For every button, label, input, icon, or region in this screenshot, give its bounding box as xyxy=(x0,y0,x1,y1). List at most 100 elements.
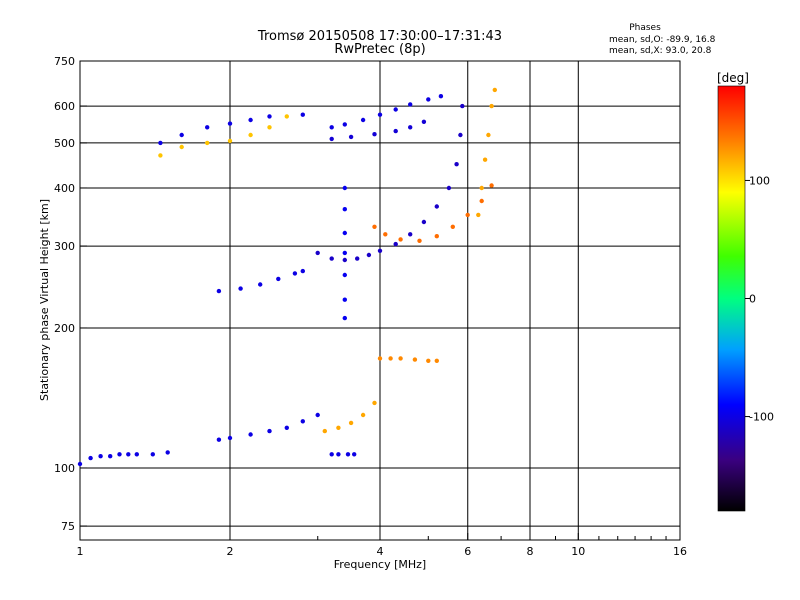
echo-point xyxy=(486,132,491,138)
echo-point xyxy=(292,271,298,276)
echo-point xyxy=(248,132,253,138)
echo-point xyxy=(393,241,398,247)
echo-point xyxy=(329,256,334,261)
echo-point xyxy=(179,144,184,150)
echo-point xyxy=(165,450,170,455)
x-tick-label: 1 xyxy=(77,545,84,558)
echo-point xyxy=(284,425,289,430)
y-tick-label: 500 xyxy=(54,137,75,150)
phase-stats-heading: Phases xyxy=(629,23,661,33)
echo-point xyxy=(98,454,103,459)
echo-point xyxy=(227,435,233,441)
x-axis-label: Frequency [MHz] xyxy=(334,558,426,571)
colorbar-tick-label: 0 xyxy=(749,293,756,306)
echo-point xyxy=(336,425,341,430)
echo-point xyxy=(322,428,327,434)
echo-point xyxy=(227,138,233,144)
echo-point xyxy=(342,297,347,302)
echo-point xyxy=(412,357,418,362)
echo-point xyxy=(372,224,377,229)
echo-point xyxy=(417,238,422,243)
echo-point xyxy=(258,282,263,287)
echo-point xyxy=(377,248,383,253)
echo-point xyxy=(248,432,253,437)
echo-point xyxy=(489,183,494,188)
echo-point xyxy=(267,428,272,434)
echo-point xyxy=(426,358,431,363)
colorbar-tick-label: 100 xyxy=(749,174,770,187)
echo-point xyxy=(377,112,383,117)
echo-point xyxy=(345,452,351,457)
echo-point xyxy=(77,461,83,467)
echo-point xyxy=(205,125,210,130)
colorbar-label: [deg] xyxy=(717,71,749,85)
x-tick-label: 2 xyxy=(227,545,234,558)
echo-point xyxy=(348,134,354,140)
y-tick-label: 300 xyxy=(54,240,75,253)
echo-point xyxy=(393,107,398,112)
echo-point xyxy=(276,276,281,282)
y-tick-label: 100 xyxy=(54,462,75,475)
echo-point xyxy=(372,132,377,137)
echo-point xyxy=(342,207,347,212)
echo-point xyxy=(434,204,439,209)
echo-point xyxy=(342,272,347,278)
y-axis-ticks: 75 100 200 300 400 500 600 750 xyxy=(54,55,87,533)
echo-point xyxy=(315,250,320,256)
echo-point xyxy=(460,103,465,109)
x-axis-ticks: 1 2 4 6 8 10 16 xyxy=(77,533,687,558)
echo-point xyxy=(88,455,93,461)
echo-point xyxy=(383,232,388,237)
echo-point xyxy=(216,437,222,442)
y-tick-label: 75 xyxy=(61,520,75,533)
echo-point xyxy=(158,153,163,158)
echo-point xyxy=(342,315,347,321)
echo-point xyxy=(482,157,488,162)
echo-point xyxy=(205,140,210,146)
echo-point xyxy=(329,452,334,457)
echo-point xyxy=(342,257,347,263)
echo-point xyxy=(342,122,347,127)
echo-point xyxy=(342,250,347,256)
echo-point xyxy=(216,288,222,294)
x-tick-label: 10 xyxy=(571,545,585,558)
data-points xyxy=(77,87,497,467)
echo-point xyxy=(158,140,163,146)
x-tick-label: 16 xyxy=(673,545,687,558)
echo-point xyxy=(366,252,372,258)
echo-point xyxy=(421,219,427,225)
echo-point xyxy=(300,268,305,274)
echo-point xyxy=(126,452,131,457)
echo-point xyxy=(408,102,413,107)
echo-point xyxy=(388,356,393,361)
echo-point xyxy=(438,94,444,99)
echo-point xyxy=(398,356,403,361)
echo-point xyxy=(300,112,305,117)
echo-point xyxy=(134,452,139,457)
colorbar-gradient xyxy=(718,86,745,511)
echo-point xyxy=(479,185,484,191)
chart-title: Tromsø 20150508 17:30:00–17:31:43 xyxy=(257,29,502,44)
echo-point xyxy=(267,114,272,119)
echo-point xyxy=(179,132,184,138)
echo-point xyxy=(458,132,463,138)
echo-point xyxy=(434,234,439,239)
echo-point xyxy=(372,400,377,406)
echo-point xyxy=(227,121,233,126)
echo-point xyxy=(393,128,398,134)
plot-area: 1 2 4 6 8 10 16 75 100 200 300 400 500 600 750 xyxy=(54,55,687,558)
phase-stats-o: mean, sd,O: -89.9, 16.8 xyxy=(609,35,716,45)
echo-point xyxy=(238,286,243,291)
x-tick-label: 8 xyxy=(527,545,534,558)
colorbar-tick-label: -100 xyxy=(749,411,774,424)
echo-point xyxy=(446,185,452,191)
echo-point xyxy=(377,356,383,361)
echo-point xyxy=(284,114,289,119)
echo-point xyxy=(454,162,459,167)
echo-point xyxy=(434,358,439,363)
echo-point xyxy=(360,117,366,123)
echo-point xyxy=(329,136,334,142)
y-tick-label: 600 xyxy=(54,100,75,113)
echo-point xyxy=(348,420,354,426)
